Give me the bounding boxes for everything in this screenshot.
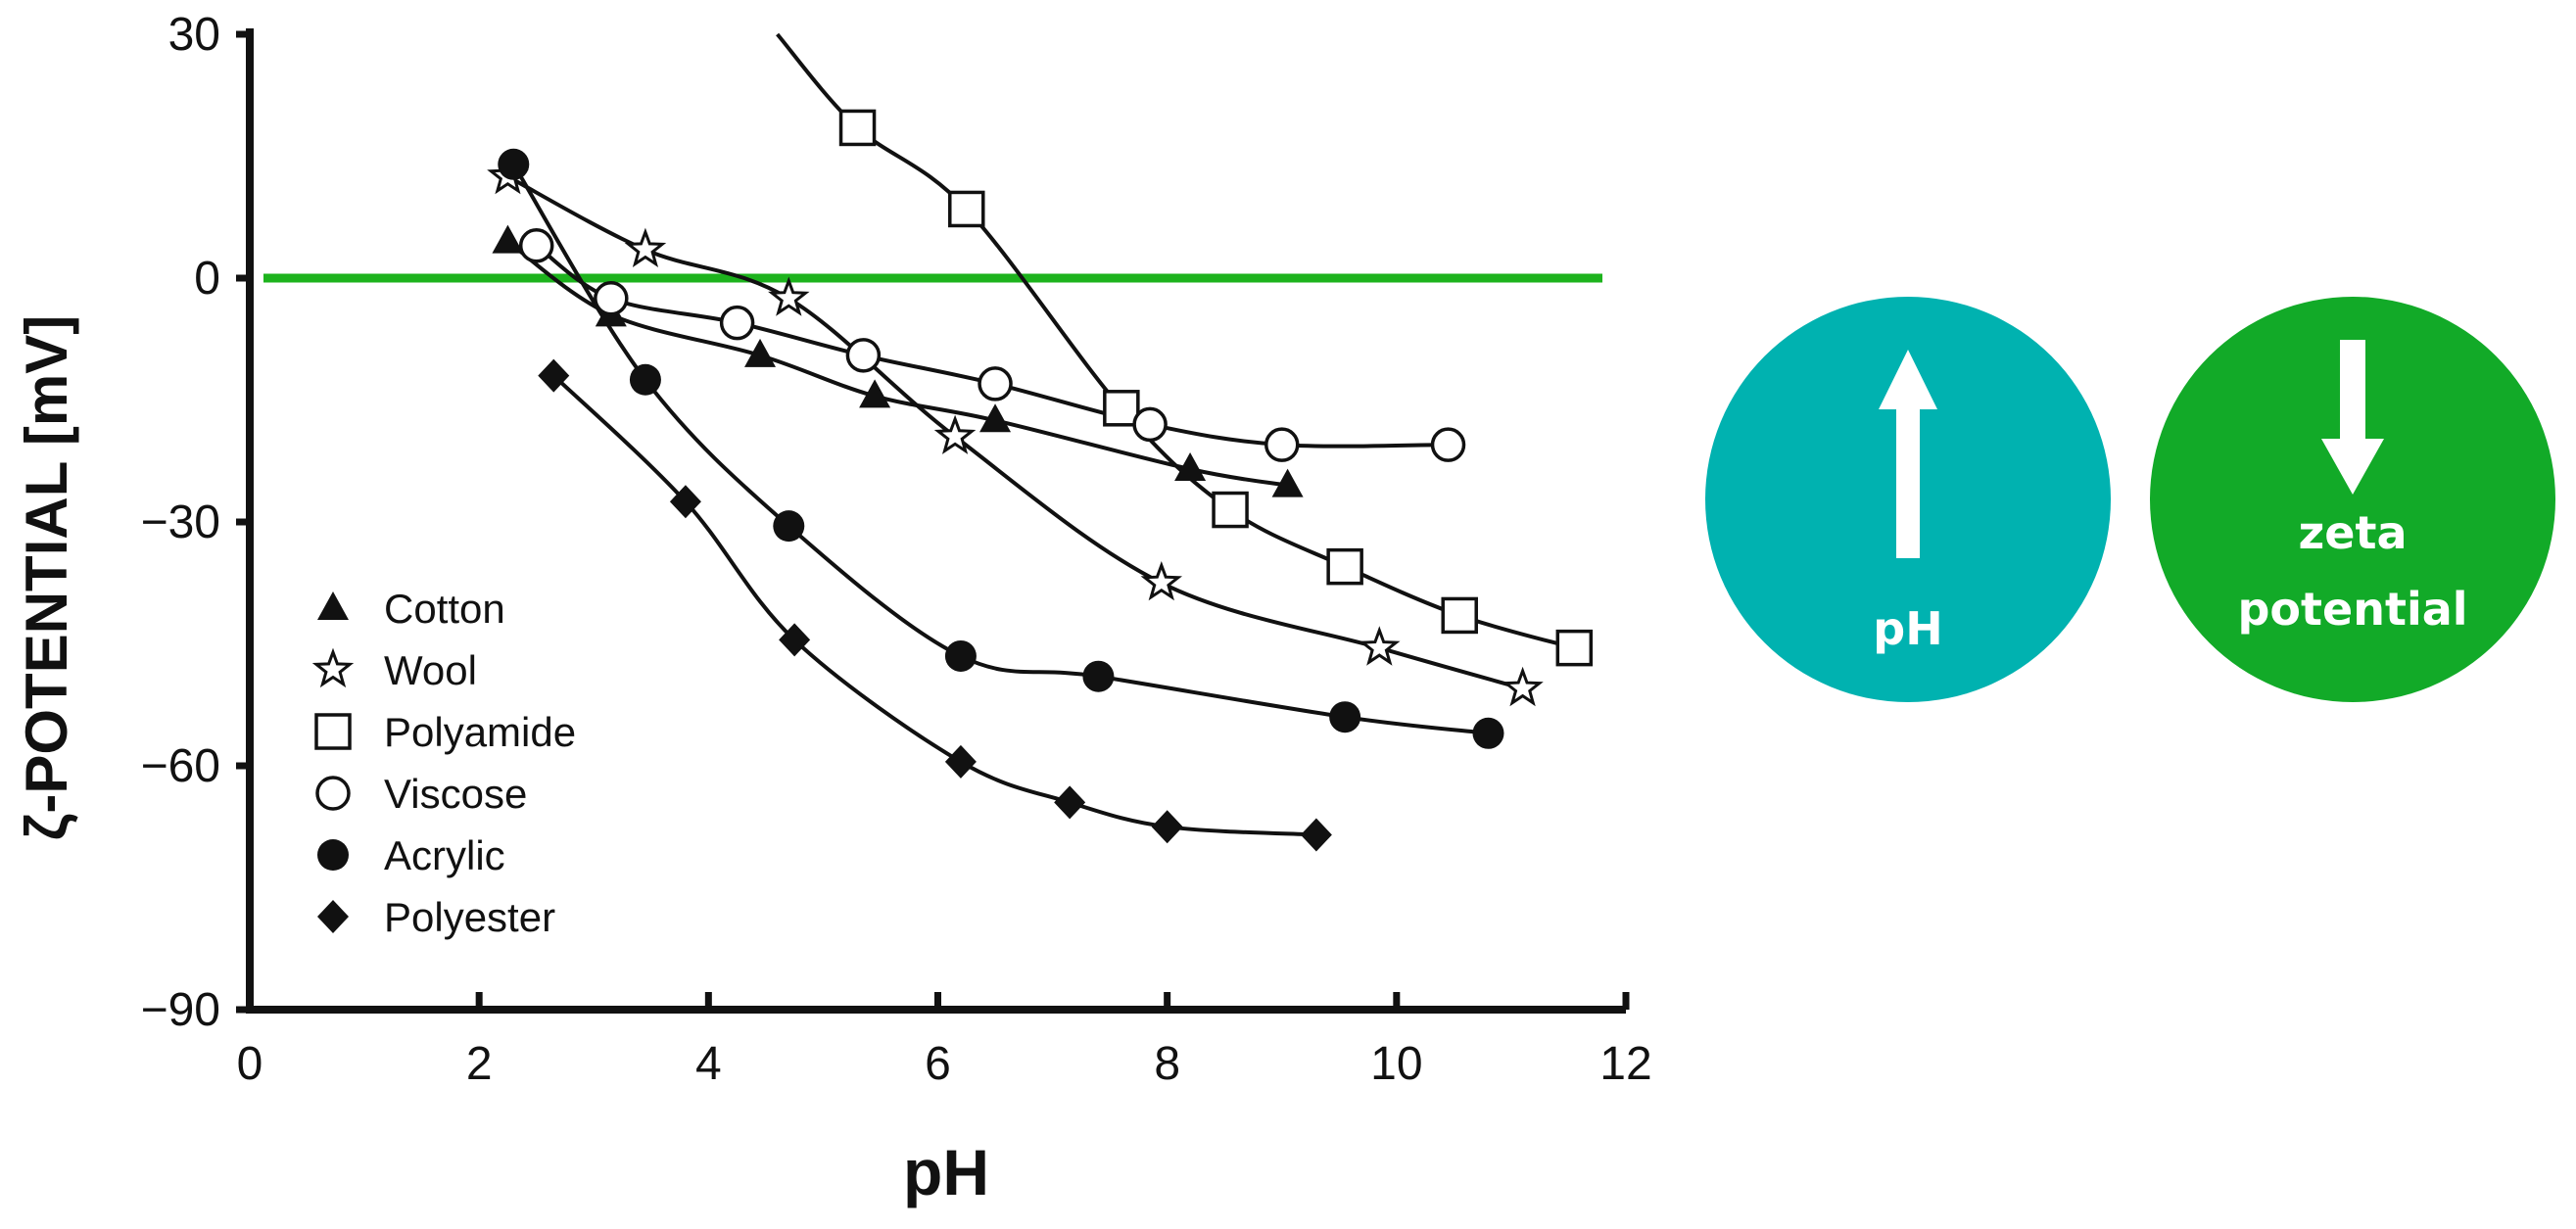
zeta-badge-label-line2: potential [2237,583,2467,636]
legend-label-polyester: Polyester [384,894,555,940]
data-point-polyester [1151,810,1183,844]
data-point-viscose [719,305,755,341]
legend-label-polyamide: Polyamide [384,709,576,755]
zeta-potential-badge: zeta potential [2150,297,2555,702]
data-point-polyamide [1212,491,1249,529]
legend: Cotton Wool Polyamide Viscose Acrylic Polyest… [311,586,576,940]
legend-marker-polyester [317,900,349,933]
y-axis-title: ζ-POTENTIAL [mV] [14,315,79,841]
data-point-polyester [1054,785,1086,820]
legend-marker-cotton [317,591,349,620]
legend-label-wool: Wool [384,647,477,693]
data-point-acrylic [1472,717,1504,749]
legend-label-viscose: Viscose [384,771,527,817]
x-tick-label: 0 [237,1038,263,1090]
x-tick-label: 4 [695,1038,722,1090]
data-point-polyester [1300,818,1332,852]
y-tick-label: −60 [141,740,220,792]
data-point-acrylic [944,639,977,672]
x-tick-label: 6 [925,1038,951,1090]
legend-marker-wool [311,647,355,688]
data-point-cotton [1271,468,1304,497]
data-point-polyamide [1441,596,1478,635]
data-point-acrylic [773,510,805,543]
data-point-wool [1502,666,1544,707]
legend-marker-polyamide [314,713,352,750]
x-axis-title: pH [903,1136,989,1208]
y-tick-label: −30 [141,496,220,548]
data-point-polyester [944,744,977,779]
data-point-acrylic [1329,701,1361,733]
data-point-viscose [1132,406,1168,443]
series-line-polyamide [776,32,1575,650]
data-point-polyamide [1103,390,1140,427]
legend-marker-viscose [315,776,351,811]
data-point-viscose [1264,427,1300,462]
data-point-polyamide [1555,629,1594,667]
zeta-badge-circle [2150,297,2555,702]
y-tick-label: 30 [168,9,220,61]
axes: −90 −60 −30 0 30 0 2 4 6 8 10 12 [141,9,1652,1090]
ph-badge-label: pH [1873,602,1942,655]
data-point-wool [624,227,667,267]
series-markers [487,109,1594,852]
legend-label-cotton: Cotton [384,586,505,632]
y-tick-label: −90 [141,984,220,1036]
data-point-viscose [594,281,629,316]
x-tick-label: 12 [1599,1038,1651,1090]
data-point-acrylic [1082,660,1115,692]
arrow-down-icon [2321,340,2384,495]
data-point-wool [1359,626,1401,666]
legend-marker-acrylic [317,839,349,871]
data-point-viscose [845,338,882,373]
data-point-cotton [1174,452,1207,482]
data-point-acrylic [629,363,661,396]
y-tick-label: 0 [194,253,220,305]
data-point-polyamide [1326,547,1363,586]
legend-label-acrylic: Acrylic [384,832,505,878]
data-point-polyamide [948,190,985,228]
data-point-polyester [779,623,811,657]
data-point-wool [768,276,810,316]
zeta-badge-label-line1: zeta [2298,506,2407,559]
data-point-cotton [859,379,891,408]
data-point-cotton [979,403,1012,433]
arrow-up-icon [1879,350,1937,558]
series-line-polyester [551,374,1317,837]
data-point-polyester [538,358,570,393]
data-point-cotton [744,338,777,367]
series-line-wool [506,174,1524,691]
ph-badge: pH [1705,297,2111,702]
x-tick-label: 2 [466,1038,493,1090]
data-point-wool [933,414,977,454]
data-point-viscose [1430,427,1466,462]
data-point-acrylic [498,148,530,180]
x-tick-label: 8 [1154,1038,1180,1090]
data-point-wool [1140,560,1183,601]
data-point-viscose [518,228,554,263]
data-point-viscose [978,366,1013,402]
data-point-polyamide [838,109,877,147]
data-point-polyester [669,485,701,519]
data-point-cotton [492,224,524,254]
series-lines [506,32,1575,837]
x-tick-label: 10 [1370,1038,1422,1090]
